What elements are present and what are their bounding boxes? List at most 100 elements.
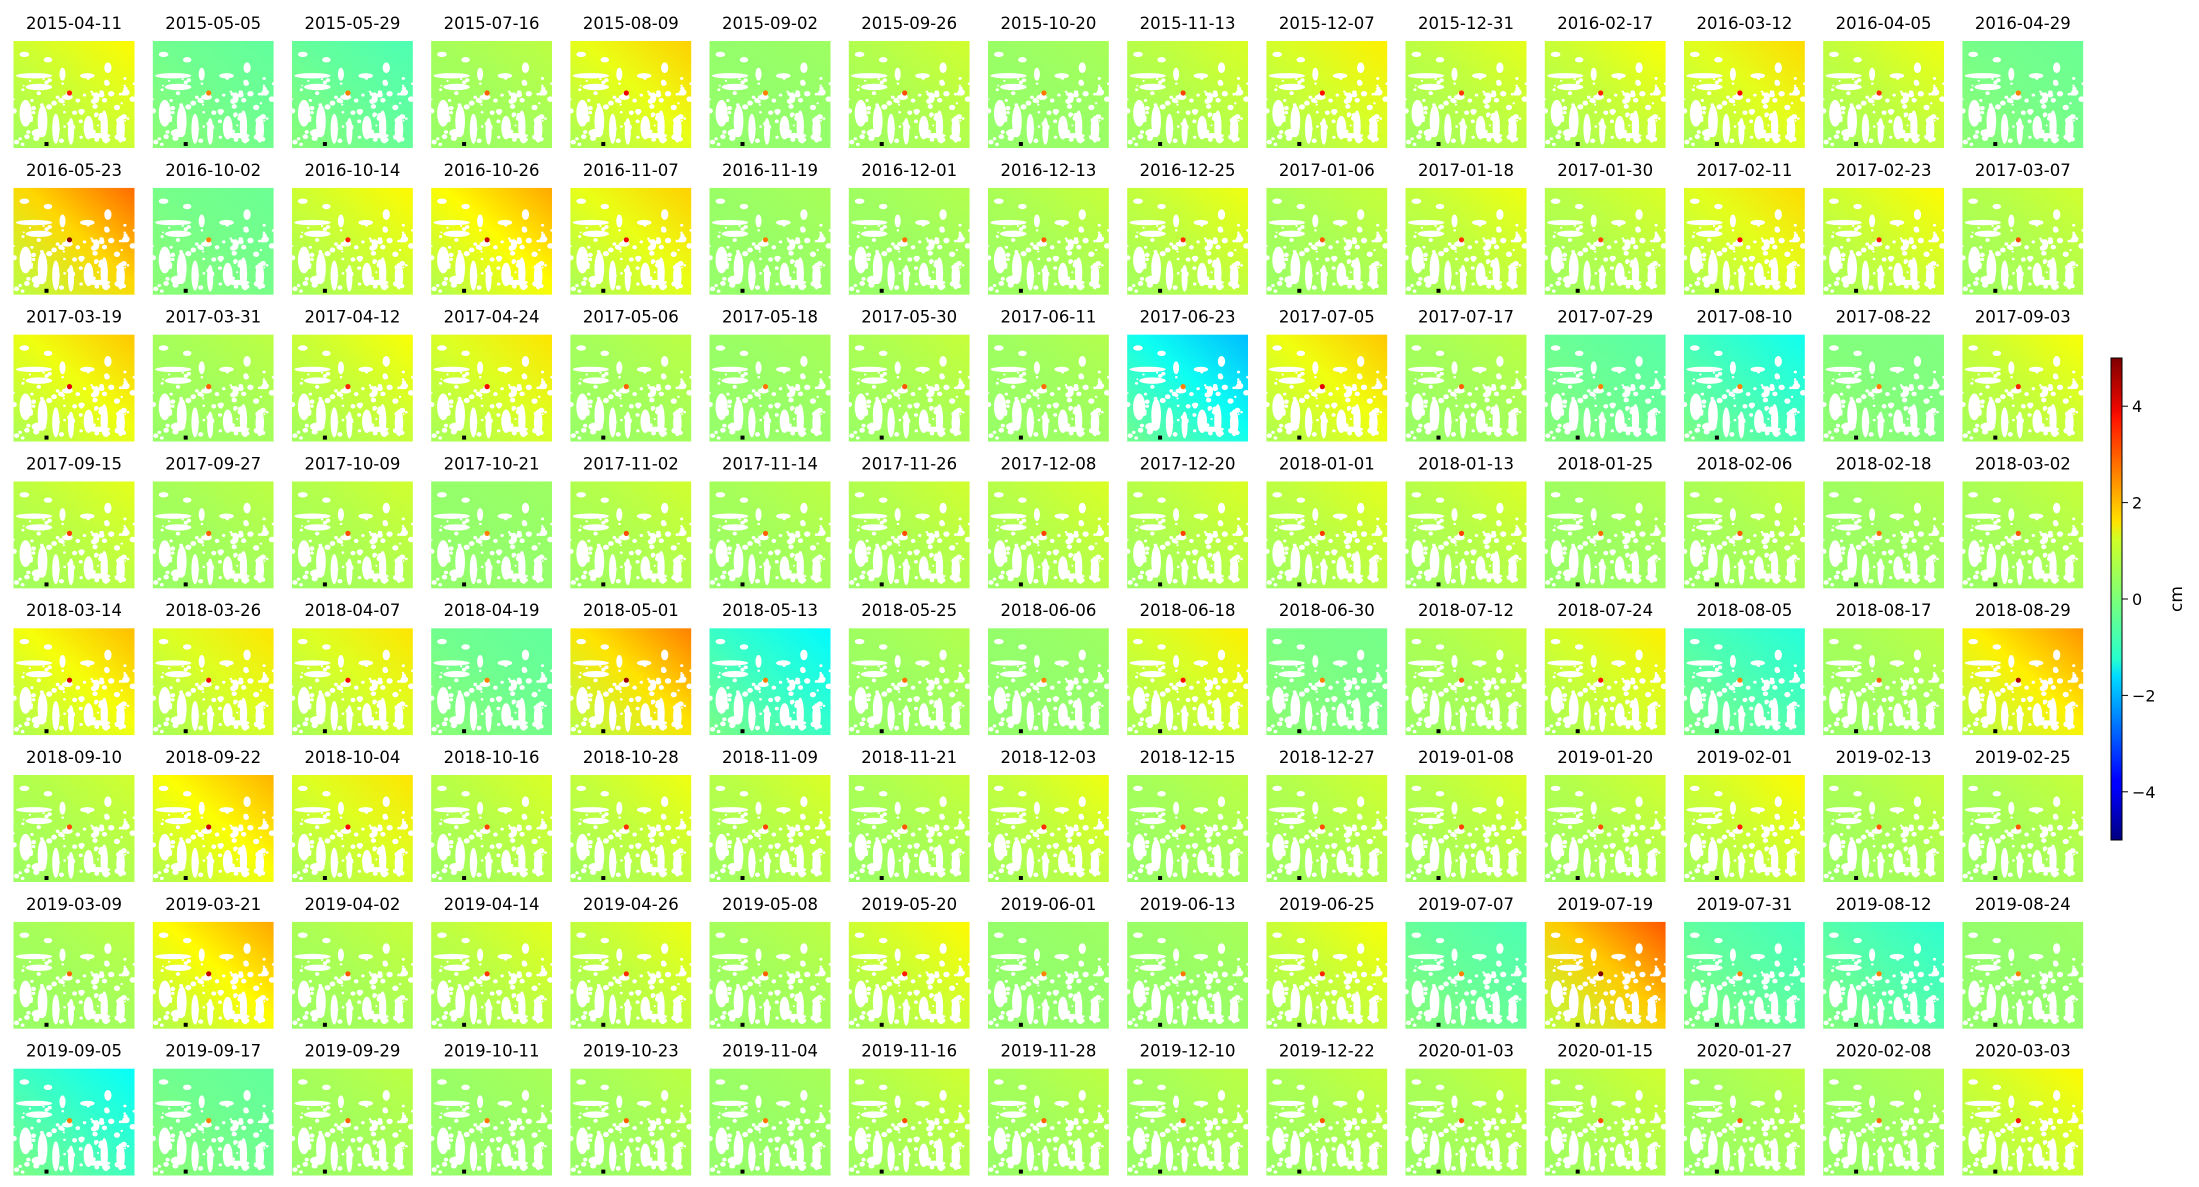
panel-2016-05-23: 2016-05-23 <box>13 161 135 295</box>
displacement-map <box>431 775 553 882</box>
panel-title: 2017-09-03 <box>1975 308 2071 327</box>
source-spot <box>1598 824 1604 830</box>
source-spot <box>1737 677 1743 683</box>
panel-title: 2019-05-20 <box>861 895 957 914</box>
displacement-map <box>152 921 274 1029</box>
reference-point <box>44 1022 49 1027</box>
source-spot <box>66 971 73 977</box>
source-spot <box>762 677 769 683</box>
displacement-map <box>1683 921 1805 1029</box>
colorbar-label: cm <box>2167 586 2187 612</box>
reference-point <box>183 876 188 880</box>
panel-2017-12-08: 2017-12-08 <box>987 454 1109 589</box>
reference-point <box>1436 582 1441 587</box>
reference-point <box>1436 288 1441 293</box>
panel-title: 2017-10-21 <box>444 454 540 473</box>
panel-title: 2018-10-04 <box>304 748 400 767</box>
displacement-map <box>291 628 413 736</box>
panel-title: 2019-03-09 <box>26 895 122 914</box>
reference-point <box>462 1169 467 1174</box>
source-spot <box>1598 1118 1604 1124</box>
panel-title: 2017-12-20 <box>1140 454 1236 473</box>
panel-2018-09-22: 2018-09-22 <box>152 748 274 882</box>
panel-title: 2019-09-05 <box>26 1042 122 1061</box>
source-spot <box>1458 677 1465 683</box>
panel-title: 2016-04-05 <box>1836 14 1932 33</box>
reference-point <box>1714 435 1719 440</box>
reference-point <box>879 1022 884 1027</box>
panel-title: 2019-02-25 <box>1975 748 2071 767</box>
displacement-map <box>1405 628 1527 736</box>
displacement-map <box>1683 775 1805 882</box>
source-spot <box>623 530 629 537</box>
panel-title: 2017-06-23 <box>1140 308 1236 327</box>
panel-2016-12-25: 2016-12-25 <box>1127 161 1249 295</box>
reference-point <box>601 582 606 587</box>
panel-2016-03-12: 2016-03-12 <box>1683 14 1805 148</box>
panel-2018-03-02: 2018-03-02 <box>1962 454 2084 589</box>
source-spot <box>206 530 212 537</box>
panel-2019-06-25: 2019-06-25 <box>1266 895 1388 1029</box>
panel-title: 2019-11-28 <box>1000 1042 1096 1061</box>
panel-2017-01-06: 2017-01-06 <box>1266 161 1388 295</box>
panel-title: 2020-02-08 <box>1836 1042 1932 1061</box>
source-spot <box>345 677 351 683</box>
displacement-map <box>848 187 970 295</box>
reference-point <box>601 729 606 734</box>
panel-2017-11-02: 2017-11-02 <box>570 454 692 589</box>
source-spot <box>206 237 212 243</box>
source-spot <box>1598 971 1604 977</box>
displacement-map <box>848 481 970 589</box>
displacement-map <box>152 1068 274 1176</box>
panel-title: 2017-05-18 <box>722 308 818 327</box>
displacement-map <box>1405 775 1527 882</box>
reference-point <box>183 1169 188 1174</box>
displacement-map <box>848 1068 970 1176</box>
source-spot <box>1319 90 1325 96</box>
source-spot <box>1598 530 1604 537</box>
displacement-map <box>1127 775 1249 882</box>
colorbar-ticks: −4 −2 0 2 4 <box>2122 397 2156 802</box>
source-spot <box>1319 237 1325 243</box>
displacement-map <box>291 921 413 1029</box>
reference-point <box>1158 1169 1163 1174</box>
source-spot <box>1876 90 1882 96</box>
displacement-map <box>152 481 274 589</box>
panel-2016-04-29: 2016-04-29 <box>1962 14 2084 148</box>
displacement-map <box>1544 628 1666 736</box>
panel-2019-01-20: 2019-01-20 <box>1544 748 1666 882</box>
panel-2017-02-23: 2017-02-23 <box>1823 161 1945 295</box>
reference-point <box>601 288 606 293</box>
panel-title: 2018-01-25 <box>1557 454 1653 473</box>
panel-title: 2017-06-11 <box>1000 308 1096 327</box>
panel-title: 2018-08-05 <box>1696 601 1792 620</box>
source-spot <box>762 1118 769 1124</box>
displacement-map <box>570 187 692 295</box>
reference-point <box>740 876 745 880</box>
panel-2020-01-27: 2020-01-27 <box>1683 1042 1805 1176</box>
source-spot <box>1041 971 1047 977</box>
source-spot <box>484 90 490 96</box>
source-spot <box>345 824 351 830</box>
source-spot <box>1876 530 1882 537</box>
displacement-map <box>1823 775 1945 882</box>
reference-point <box>1993 142 1998 146</box>
source-spot <box>206 971 212 977</box>
source-spot <box>623 677 629 683</box>
panel-title: 2015-05-05 <box>165 14 261 33</box>
source-spot <box>1041 90 1047 96</box>
panel-title: 2015-11-13 <box>1140 14 1236 33</box>
displacement-map <box>848 334 970 442</box>
displacement-map <box>152 775 274 882</box>
panel-title: 2018-12-03 <box>1000 748 1096 767</box>
source-spot <box>66 1118 73 1124</box>
reference-point <box>601 142 606 146</box>
reference-point <box>322 876 327 880</box>
source-spot <box>1319 530 1325 537</box>
panel-title: 2017-04-12 <box>304 308 400 327</box>
panel-title: 2017-11-02 <box>583 454 679 473</box>
panel-2016-10-26: 2016-10-26 <box>431 161 553 295</box>
panel-title: 2017-08-10 <box>1696 308 1792 327</box>
panel-2018-05-25: 2018-05-25 <box>848 601 970 736</box>
panel-2019-04-26: 2019-04-26 <box>570 895 692 1029</box>
